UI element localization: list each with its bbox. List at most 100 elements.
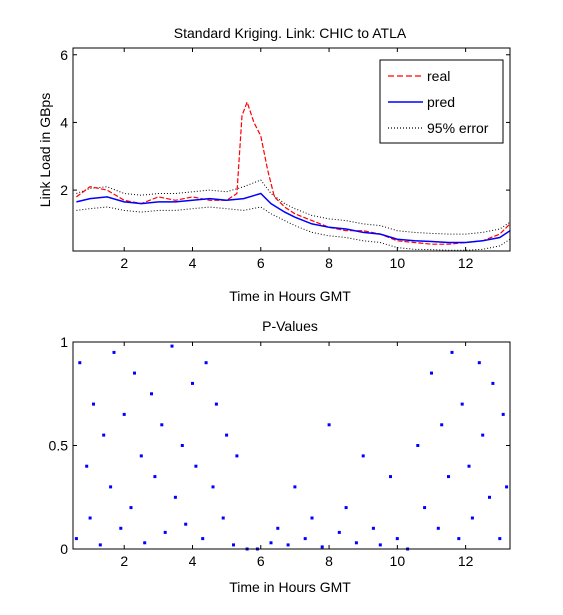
- p-value-point: [293, 485, 297, 489]
- p-value-point: [395, 537, 399, 541]
- p-value-point: [286, 543, 290, 547]
- bottom-chart: P-Values 2 4 6 8 10 12 0 0.5 1 Time in Hours GMT: [49, 318, 511, 595]
- p-value-point: [201, 537, 205, 541]
- p-value-point: [498, 537, 502, 541]
- p-value-point: [112, 350, 116, 354]
- y-tick-label: 2: [60, 182, 68, 198]
- legend-real-label: real: [427, 68, 450, 84]
- bottom-x-axis-label: Time in Hours GMT: [229, 579, 351, 595]
- x-tick-label: 12: [458, 255, 474, 271]
- p-value-point: [225, 433, 229, 437]
- p-value-point: [153, 475, 157, 479]
- x-tick-label: 10: [390, 255, 406, 271]
- top-chart-title: Standard Kriging. Link: CHIC to ATLA: [174, 25, 407, 41]
- legend-pred-label: pred: [427, 94, 455, 110]
- bottom-plot-area: 2 4 6 8 10 12 0 0.5 1: [49, 334, 510, 569]
- legend-error-label: 95% error: [427, 120, 489, 136]
- series-real-line: [76, 100, 511, 245]
- p-value-point: [221, 516, 225, 520]
- x-tick-label: 12: [458, 553, 474, 569]
- x-tick-label: 8: [325, 553, 333, 569]
- p-value-point: [320, 545, 324, 549]
- p-value-point: [491, 381, 495, 385]
- p-value-point: [139, 454, 143, 458]
- p-value-point: [327, 423, 331, 427]
- p-value-point: [436, 526, 440, 530]
- p-value-point: [180, 444, 184, 447]
- p-value-point: [371, 526, 375, 530]
- p-value-point: [204, 361, 208, 365]
- p-value-point: [440, 423, 444, 427]
- x-tick-label: 4: [189, 255, 197, 271]
- x-tick-label: 2: [120, 255, 128, 271]
- p-value-point: [457, 537, 461, 541]
- p-value-point: [129, 506, 133, 510]
- p-value-point: [102, 433, 106, 437]
- top-y-axis-label: Link Load in GBps: [37, 93, 53, 207]
- p-value-point: [194, 464, 198, 468]
- y-tick-label: 4: [60, 114, 68, 130]
- p-value-point: [354, 541, 358, 545]
- p-value-point: [276, 526, 280, 530]
- p-value-point: [477, 361, 481, 365]
- p-value-point: [85, 464, 89, 468]
- top-plot-area: 2 4 6 8 10 12 2 4 6: [60, 47, 511, 271]
- x-tick-label: 10: [390, 553, 406, 569]
- p-value-point: [467, 464, 471, 468]
- p-value-point: [78, 361, 82, 365]
- p-value-point: [150, 392, 153, 396]
- bottom-chart-title: P-Values: [262, 318, 318, 334]
- p-value-point: [109, 485, 113, 489]
- series-error-lower: [76, 206, 511, 251]
- p-value-point: [163, 530, 167, 534]
- p-value-point: [310, 516, 314, 520]
- p-value-point: [92, 402, 95, 406]
- p-value-point: [450, 350, 454, 354]
- y-tick-label: 0: [60, 541, 68, 557]
- p-value-point: [191, 381, 194, 385]
- p-value-point: [378, 543, 382, 547]
- x-tick-label: 6: [257, 553, 265, 569]
- p-value-point: [160, 423, 164, 427]
- p-value-point: [269, 541, 273, 545]
- p-value-point: [235, 454, 239, 458]
- p-value-point: [170, 344, 174, 348]
- p-value-point: [481, 433, 485, 437]
- top-chart: Standard Kriging. Link: CHIC to ATLA 2 4 6…: [37, 25, 511, 304]
- p-value-point: [98, 543, 102, 547]
- x-tick-label: 2: [120, 553, 128, 569]
- p-value-point: [214, 402, 218, 406]
- p-value-point: [470, 516, 474, 520]
- p-value-point: [505, 485, 509, 489]
- p-value-point: [133, 371, 136, 375]
- p-value-point: [416, 444, 420, 447]
- p-value-point: [337, 530, 341, 534]
- x-tick-label: 4: [189, 553, 197, 569]
- series-error-upper: [76, 179, 511, 235]
- x-tick-label: 8: [325, 255, 333, 271]
- top-legend: real pred 95% error: [379, 59, 504, 144]
- p-value-point: [430, 371, 433, 375]
- p-value-point: [344, 506, 348, 510]
- bottom-axes-box: [72, 341, 511, 550]
- p-value-point: [460, 402, 464, 406]
- y-tick-label: 6: [60, 47, 68, 63]
- p-value-point: [423, 506, 427, 510]
- y-tick-label: 0.5: [49, 438, 69, 454]
- y-tick-label: 1: [60, 334, 68, 350]
- p-value-point: [88, 516, 92, 520]
- series-pred-line: [76, 192, 511, 244]
- p-value-point: [173, 495, 177, 499]
- top-x-axis-label: Time in Hours GMT: [229, 288, 351, 304]
- p-value-point: [184, 522, 188, 526]
- p-value-point: [488, 495, 491, 499]
- p-value-point: [389, 475, 392, 479]
- p-value-point: [143, 541, 147, 545]
- p-value-point: [232, 543, 235, 547]
- p-value-point: [211, 485, 215, 489]
- top-axes-box: [72, 47, 511, 252]
- p-value-point: [119, 526, 123, 530]
- p-value-point: [303, 537, 307, 541]
- x-tick-label: 6: [257, 255, 265, 271]
